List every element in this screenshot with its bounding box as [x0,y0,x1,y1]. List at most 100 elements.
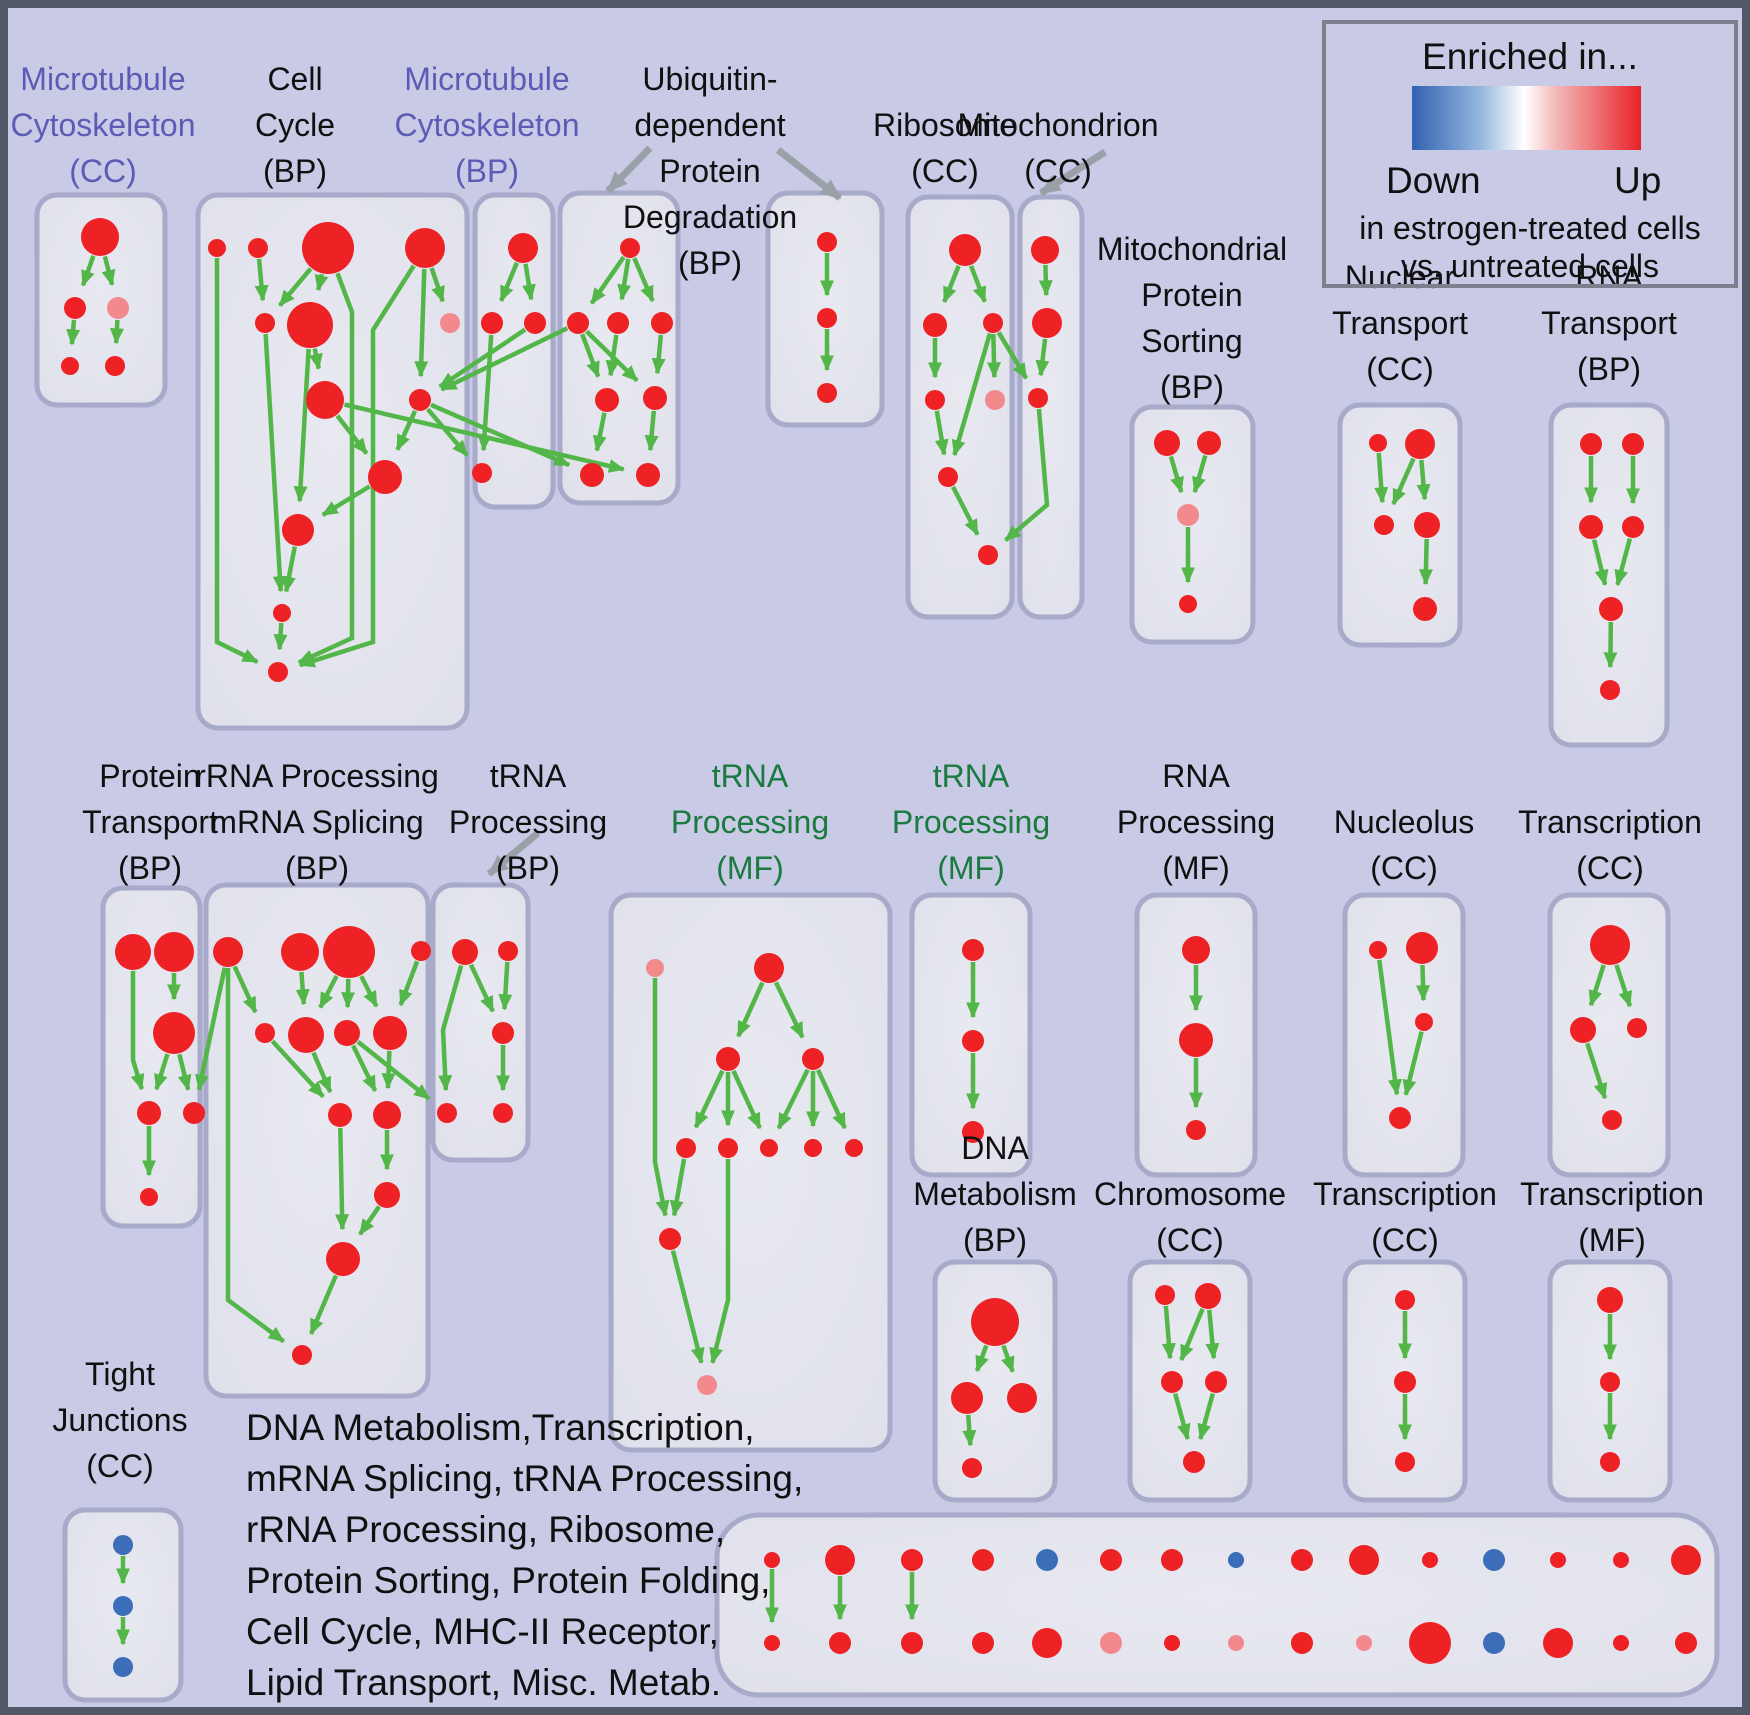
go-term-node [1291,1549,1313,1571]
edge-arrow [1591,539,1609,587]
go-term-node [923,313,947,337]
go-term-node [962,1030,984,1052]
go-term-node [292,1345,312,1365]
edge-arrow [499,261,519,303]
go-term-node [105,356,125,376]
go-term-node [1405,429,1435,459]
nucleolus-label: Nucleolus (CC) [1334,804,1475,886]
protein-transport-label: Protein Transport (BP) [82,758,218,886]
go-term-node [595,388,619,412]
go-term-node [829,1632,851,1654]
go-term-node [1602,1110,1622,1130]
edge-arrow [731,1069,762,1130]
go-term-node [81,218,119,256]
go-term-node [754,953,784,983]
edge-arrow [1179,1308,1205,1362]
pointer-arrow [486,830,541,877]
edge-arrow [341,978,356,1009]
edge-arrow [670,1250,705,1365]
edge-arrow [974,1344,989,1373]
edge-arrow [1168,455,1184,494]
go-term-node [1675,1632,1697,1654]
edge-arrow [381,1050,396,1090]
go-term-node [61,357,79,375]
edge-arrow [1614,964,1633,1008]
legend-up-label: Up [1614,160,1662,201]
go-term-node [972,1632,994,1654]
go-term-node [764,1635,780,1651]
cluster-boxes-layer [34,190,1720,1703]
transcription-mf-label: Transcription (MF) [1520,1176,1704,1258]
go-term-node [1228,1635,1244,1651]
edge-arrow [438,964,464,1092]
pointer-arrow [775,147,843,201]
edge-arrow [263,333,287,593]
go-term-node [288,1017,324,1053]
go-term-node [1406,932,1438,964]
go-term-node [972,1549,994,1571]
go-term-node [1414,512,1440,538]
go-term-node [373,1101,401,1129]
go-term-node [1415,1013,1433,1031]
go-term-node [113,1535,133,1555]
nuclear-transport-label: Nuclear Transport (CC) [1332,259,1468,387]
edge-arrow [589,255,626,305]
edge-arrow [580,333,601,378]
go-term-node [1228,1552,1244,1568]
edge-arrow [318,974,339,1009]
go-term-node [107,297,129,319]
microtubule-bp-label: Microtubule Cytoskeleton (BP) [395,61,580,189]
edge-arrow [1585,1042,1608,1100]
go-term-node [282,514,314,546]
legend-title: Enriched in... [1422,36,1638,77]
cluster-box-ubiq1 [557,190,681,506]
rrna-label: rRNA Processing mRNA Splicing (BP) [195,758,439,886]
edge-arrow [736,981,765,1038]
go-term-node [1374,515,1394,535]
edges-layer [66,145,1640,1646]
cluster-box-microtubule-cc [34,192,168,408]
cluster-box-protein-transport [100,885,203,1229]
go-term-node [1389,1107,1411,1129]
go-term-node [208,239,226,257]
transcription-cc-r2-label: Transcription (CC) [1518,804,1702,886]
go-term-node [302,222,354,274]
go-term-node [651,312,673,334]
collapsed-categories-text: DNA Metabolism,Transcription, mRNA Splici… [246,1407,803,1703]
cluster-box-nucleolus [1342,892,1466,1178]
edge-arrow [1035,338,1050,377]
edge-arrow [617,258,632,301]
go-term-node [716,1047,740,1071]
edge-arrow [335,414,369,455]
edge-arrow [776,1068,810,1130]
edge-arrow [308,348,323,370]
go-term-node [1671,1545,1701,1575]
go-term-node [1177,504,1199,526]
mitochondrion-label: Mitochondrion (CC) [958,107,1159,189]
go-term-node [1195,1283,1221,1309]
go-term-node [1622,433,1644,455]
edge-arrow [951,485,980,536]
go-term-node [1183,1451,1205,1473]
edge-arrow [987,333,1002,379]
edge-arrow [1402,1031,1424,1097]
go-term-node [971,1298,1019,1346]
go-term-node [659,1228,681,1250]
go-term-node [1600,1372,1620,1392]
go-term-node [825,1545,855,1575]
edge-arrow [430,402,571,468]
go-term-node [760,1139,778,1157]
rna-processing-label: RNA Processing (MF) [1117,758,1275,886]
go-term-node [405,228,445,268]
go-term-node [802,1048,824,1070]
go-term-node [323,926,375,978]
edge-arrow [311,1051,333,1094]
legend-box: Enriched in... Down Up in estrogen-treat… [1322,20,1738,288]
edge-arrow [130,971,145,1091]
edge-arrow [440,326,569,392]
edge-arrow [1418,538,1433,586]
go-term-node [115,934,151,970]
ubiquitin-label: Ubiquitin-dependent Protein Degradation (BP… [623,61,797,281]
